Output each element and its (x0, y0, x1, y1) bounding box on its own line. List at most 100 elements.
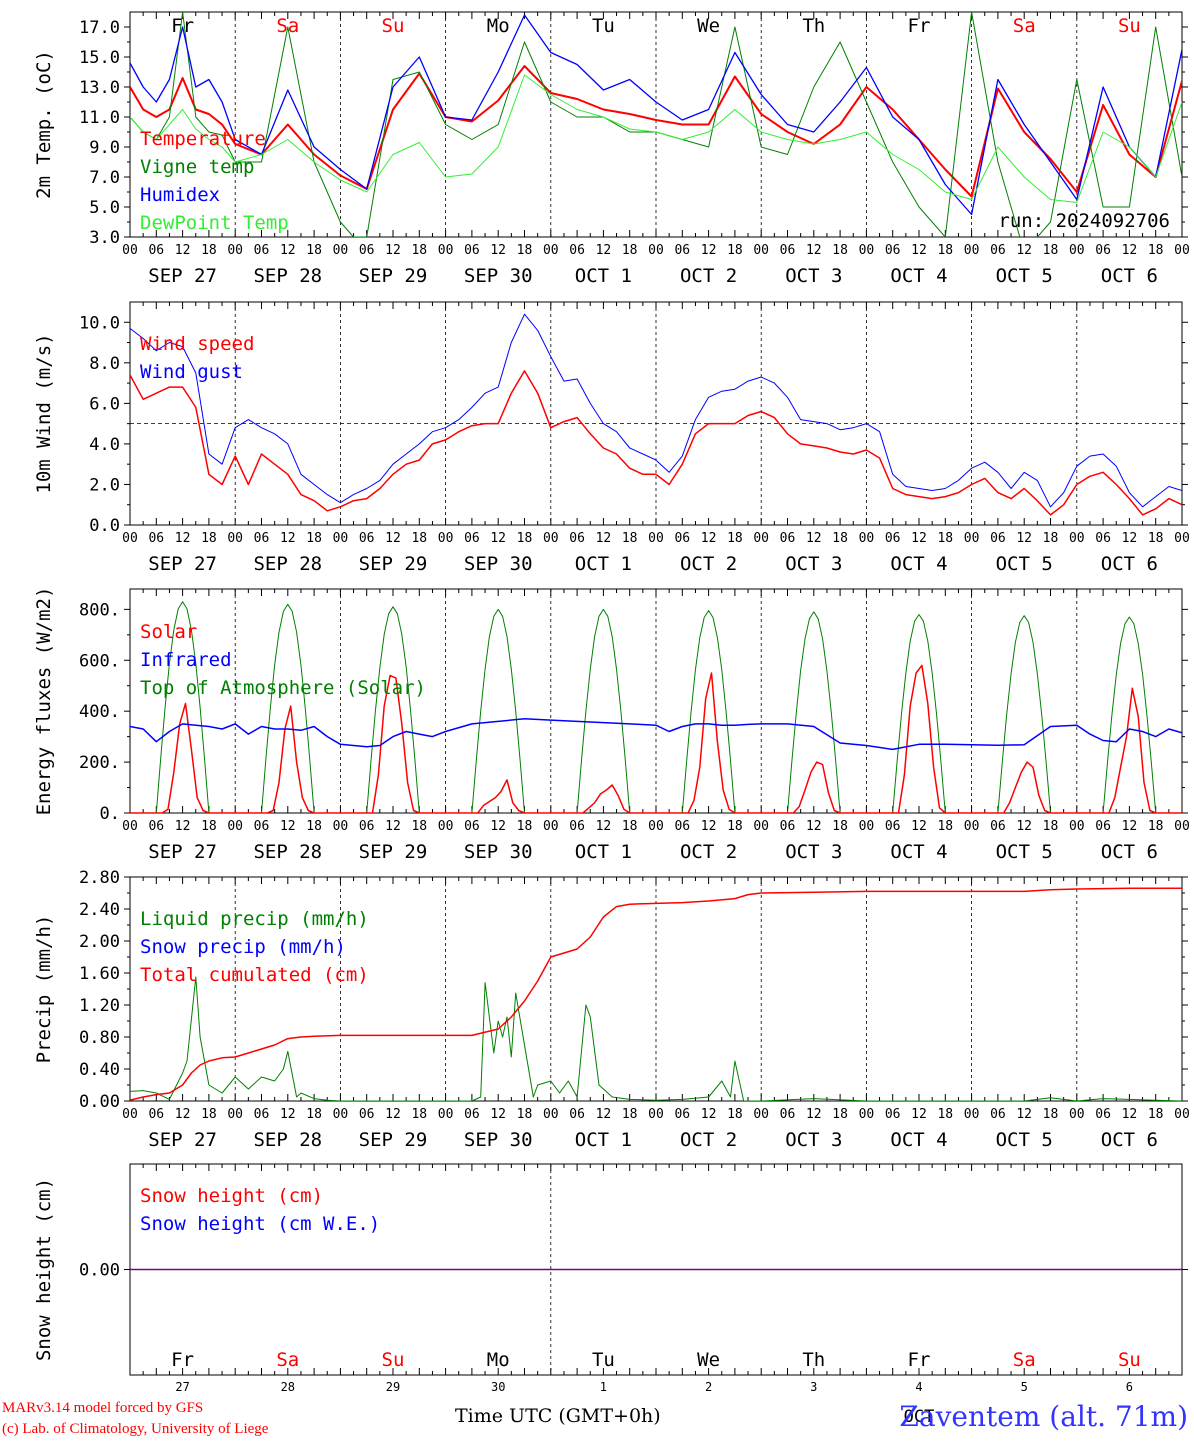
legend-entry: Infrared (140, 649, 232, 671)
hour-tick-label: 00 (964, 243, 980, 258)
hour-tick-label: 12 (1122, 1107, 1138, 1122)
hour-tick-label: 06 (148, 243, 164, 258)
hour-tick-label: 12 (1122, 819, 1138, 834)
day-number-label: 4 (915, 1380, 922, 1394)
model-credit-text: MARv3.14 model forced by GFS (2, 1400, 204, 1416)
series-vigne-temp (130, 12, 1182, 237)
y-axis-label: Precip (mm/h) (33, 915, 55, 1064)
hour-tick-label: 06 (780, 819, 796, 834)
station-name: Zaventem (alt. 71m) (899, 1400, 1188, 1433)
series-liquid-precip-mm-h- (130, 976, 1182, 1101)
hour-tick-label: 18 (411, 531, 427, 546)
date-label: OCT 4 (890, 265, 947, 287)
date-label: OCT 6 (1101, 1129, 1158, 1151)
weekday-label: Sa (276, 1349, 299, 1371)
hour-tick-label: 12 (596, 531, 612, 546)
hour-tick-label: 12 (1016, 1107, 1032, 1122)
hour-tick-label: 00 (333, 819, 349, 834)
hour-tick-label: 12 (385, 1107, 401, 1122)
x-axis-title: Time UTC (GMT+0h) (455, 1405, 661, 1427)
date-label: SEP 28 (253, 1129, 322, 1151)
hour-tick-label: 18 (1043, 819, 1059, 834)
plot-frame (129, 301, 1183, 526)
date-label: OCT 3 (785, 553, 842, 575)
y-tick-label: 0.40 (79, 1060, 120, 1080)
hour-tick-label: 12 (175, 1107, 191, 1122)
hour-tick-label: 18 (201, 1107, 217, 1122)
y-axis-label: Snow height (cm) (33, 1178, 55, 1361)
hour-tick-label: 00 (227, 819, 243, 834)
day-number-label: 29 (386, 1380, 400, 1394)
date-label: OCT 2 (680, 265, 737, 287)
hour-tick-label: 06 (674, 243, 690, 258)
hour-tick-label: 06 (148, 1107, 164, 1122)
hour-tick-label: 18 (306, 1107, 322, 1122)
hour-tick-label: 18 (727, 243, 743, 258)
series-wind-gust (130, 313, 1182, 508)
date-label: OCT 1 (575, 841, 632, 863)
hour-tick-label: 06 (780, 243, 796, 258)
hour-tick-label: 00 (438, 243, 454, 258)
panel-4: 0.00 0.40 0.80 1.20 1.60 2.00 2.40 2.80 Precip (… (33, 868, 1190, 1151)
hour-tick-label: 18 (622, 819, 638, 834)
hour-tick-label: 12 (1016, 531, 1032, 546)
y-axis: 0.00 0.40 0.80 1.20 1.60 2.00 2.40 2.80 (79, 868, 1188, 1112)
y-tick-label: 9.0 (89, 138, 120, 158)
y-tick-label: 2.00 (79, 932, 120, 952)
hour-tick-label: 06 (990, 819, 1006, 834)
x-axis (129, 1164, 1183, 1375)
legend-entry: Snow height (cm) (140, 1185, 323, 1207)
hour-tick-label: 06 (885, 243, 901, 258)
date-label: SEP 28 (253, 553, 322, 575)
hour-tick-label: 06 (569, 531, 585, 546)
weekday-label: Sa (1013, 1349, 1036, 1371)
legend-entry: Solar (140, 621, 197, 643)
hour-tick-label: 18 (306, 819, 322, 834)
hour-tick-label: 18 (832, 531, 848, 546)
date-label: SEP 29 (359, 841, 428, 863)
hour-tick-label: 00 (648, 531, 664, 546)
hour-tick-label: 06 (674, 1107, 690, 1122)
hour-tick-label: 12 (701, 243, 717, 258)
hour-tick-label: 06 (359, 243, 375, 258)
hour-tick-label: 12 (596, 243, 612, 258)
hour-tick-label: 06 (148, 531, 164, 546)
date-label: OCT 5 (996, 265, 1053, 287)
hour-tick-label: 18 (517, 243, 533, 258)
hour-tick-label: 00 (648, 819, 664, 834)
hour-tick-label: 00 (753, 819, 769, 834)
hour-tick-label: 12 (701, 819, 717, 834)
hour-tick-label: 06 (780, 531, 796, 546)
x-axis: 00 06 12 18 00 06 12 18 00 06 12 18 00 06 12 18 00 06 12 18… (122, 589, 1190, 863)
date-label: OCT 2 (680, 841, 737, 863)
hour-tick-label: 00 (438, 1107, 454, 1122)
y-tick-label: 1.60 (79, 964, 120, 984)
hour-tick-label: 18 (832, 243, 848, 258)
hour-tick-label: 12 (911, 819, 927, 834)
weekday-label: We (697, 15, 720, 37)
hour-tick-label: 18 (1043, 1107, 1059, 1122)
hour-tick-label: 18 (517, 1107, 533, 1122)
hour-tick-label: 00 (227, 243, 243, 258)
y-axis: 0.0 2.0 4.0 6.0 8.0 10.0 (79, 313, 1188, 536)
day-number-label: 2 (705, 1380, 712, 1394)
hour-tick-label: 00 (1069, 531, 1085, 546)
hour-tick-label: 00 (543, 819, 559, 834)
hour-tick-label: 00 (227, 1107, 243, 1122)
legend: Wind speed Wind gust (140, 333, 254, 383)
series-wind-speed (130, 370, 1182, 516)
date-label: OCT 3 (785, 1129, 842, 1151)
hour-tick-label: 12 (701, 1107, 717, 1122)
lab-credit-text: (c) Lab. of Climatology, University of L… (2, 1421, 269, 1437)
panel-1: 3.0 5.0 7.0 9.0 11.0 13.0 15.0 17.0 2m Temp. (oC… (33, 11, 1190, 287)
legend-entry: Snow height (cm W.E.) (140, 1213, 380, 1235)
hour-tick-label: 18 (622, 1107, 638, 1122)
legend: Liquid precip (mm/h) Snow precip (mm/h) To… (140, 908, 369, 986)
hour-tick-label: 06 (1095, 1107, 1111, 1122)
hour-tick-label: 00 (333, 1107, 349, 1122)
hour-tick-label: 00 (438, 531, 454, 546)
date-label: OCT 5 (996, 841, 1053, 863)
hour-tick-label: 00 (964, 819, 980, 834)
y-tick-label: 5.0 (89, 198, 120, 218)
hour-tick-label: 06 (990, 531, 1006, 546)
